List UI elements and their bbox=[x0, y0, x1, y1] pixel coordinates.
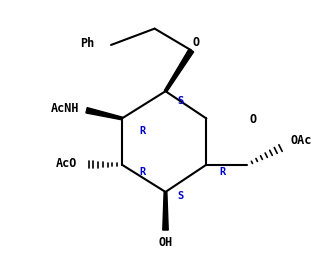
Text: R: R bbox=[139, 167, 146, 177]
Text: R: R bbox=[139, 126, 146, 136]
Polygon shape bbox=[165, 49, 194, 92]
Text: Ph: Ph bbox=[80, 37, 95, 50]
Text: OH: OH bbox=[158, 236, 173, 249]
Text: OAc: OAc bbox=[291, 134, 312, 147]
Text: S: S bbox=[177, 96, 184, 106]
Text: S: S bbox=[177, 191, 184, 201]
Polygon shape bbox=[163, 192, 168, 230]
Text: O: O bbox=[193, 36, 200, 49]
Text: AcO: AcO bbox=[56, 157, 77, 170]
Text: AcNH: AcNH bbox=[51, 102, 80, 116]
Text: O: O bbox=[250, 113, 257, 126]
Text: R: R bbox=[219, 167, 226, 177]
Polygon shape bbox=[86, 108, 122, 120]
